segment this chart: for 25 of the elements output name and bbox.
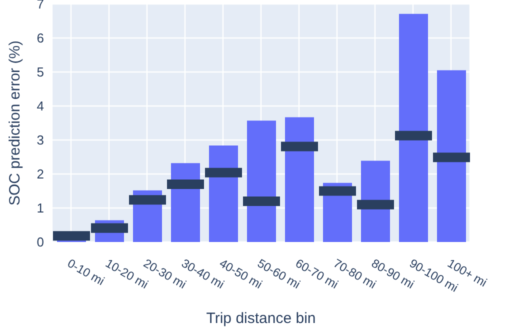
bar: [205, 168, 242, 178]
bar: [437, 70, 466, 242]
y-tick-label: 6: [36, 30, 44, 46]
y-tick-label: 4: [36, 98, 44, 114]
bar: [395, 130, 432, 140]
bar: [129, 195, 166, 205]
bar: [281, 142, 318, 152]
y-tick-label: 7: [36, 0, 44, 12]
y-axis-title: SOC prediction error (%): [6, 40, 24, 206]
x-axis-title: Trip distance bin: [206, 310, 316, 327]
bar: [319, 186, 356, 196]
y-tick-label: 1: [36, 200, 44, 216]
bar: [243, 196, 280, 206]
bar: [433, 152, 470, 162]
bar: [285, 117, 314, 242]
y-tick-label: 0: [36, 234, 44, 250]
y-tick-label: 3: [36, 132, 44, 148]
bar: [167, 179, 204, 189]
bar: [357, 200, 394, 210]
bar: [247, 120, 276, 242]
x-tick-label: 0-10 mi: [65, 256, 107, 288]
y-tick-label: 2: [36, 166, 44, 182]
bar: [209, 145, 238, 242]
y-tick-label: 5: [36, 64, 44, 80]
bar: [399, 14, 428, 242]
